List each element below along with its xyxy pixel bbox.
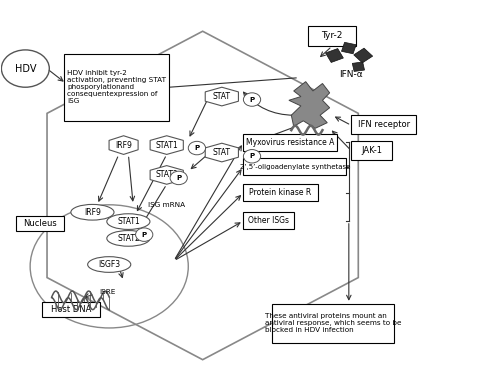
Polygon shape [150,165,183,184]
Circle shape [188,141,205,155]
Text: P: P [250,97,254,103]
Bar [272,304,394,343]
Polygon shape [109,136,138,155]
Text: Protein kinase R: Protein kinase R [249,188,312,197]
Text: STAT2: STAT2 [155,170,178,179]
Text: Myxovirus resistance A: Myxovirus resistance A [246,138,335,147]
Text: STAT: STAT [213,148,231,157]
Polygon shape [325,49,343,62]
Polygon shape [205,87,239,106]
Text: IRF9: IRF9 [115,141,132,150]
Text: P: P [194,145,200,151]
Circle shape [170,171,187,185]
Polygon shape [205,143,239,162]
Text: ISGF3: ISGF3 [98,260,120,269]
Ellipse shape [71,205,114,220]
Circle shape [243,150,261,163]
Text: P: P [176,175,181,181]
Ellipse shape [88,257,131,272]
Text: P: P [250,153,254,159]
Text: 2’,5’-oligoadenylate synthetase: 2’,5’-oligoadenylate synthetase [240,164,350,170]
Text: ISG mRNA: ISG mRNA [147,202,185,208]
Text: STAT1: STAT1 [155,141,178,150]
Text: Nucleus: Nucleus [23,219,56,228]
Ellipse shape [107,230,150,246]
Text: IFN-α: IFN-α [339,70,363,79]
Text: STAT: STAT [213,92,231,101]
Bar [16,216,64,231]
Polygon shape [352,62,364,71]
Circle shape [243,93,261,106]
Ellipse shape [107,214,150,229]
Bar [243,134,337,151]
Text: IRF9: IRF9 [84,208,101,217]
Text: HDV inhibit tyr-2
activation, preventing STAT
phosporylationand
consequentexpres: HDV inhibit tyr-2 activation, preventing… [67,70,166,104]
Text: These antiviral proteins mount an
antiviral response, which seems to be
blocked : These antiviral proteins mount an antivi… [265,313,402,333]
Bar [351,141,392,160]
Text: STAT1: STAT1 [117,217,140,226]
Polygon shape [354,48,373,63]
Text: JAK-1: JAK-1 [361,146,382,155]
Text: ISRE: ISRE [100,289,116,295]
Bar [351,115,416,134]
Bar [42,302,100,317]
Circle shape [135,228,153,241]
Text: Host DNA: Host DNA [51,305,91,314]
Polygon shape [150,136,183,155]
Bar [243,212,294,229]
Text: Other ISGs: Other ISGs [248,216,289,225]
Text: STAT2: STAT2 [117,234,140,243]
Bar [243,158,347,175]
Text: IFN receptor: IFN receptor [358,120,410,129]
Polygon shape [289,82,330,128]
Text: Tyr-2: Tyr-2 [321,32,343,40]
Bar [243,184,318,201]
Polygon shape [341,42,356,54]
Bar [64,54,169,121]
Text: P: P [142,232,147,238]
Bar [308,26,356,46]
Text: HDV: HDV [14,64,36,74]
